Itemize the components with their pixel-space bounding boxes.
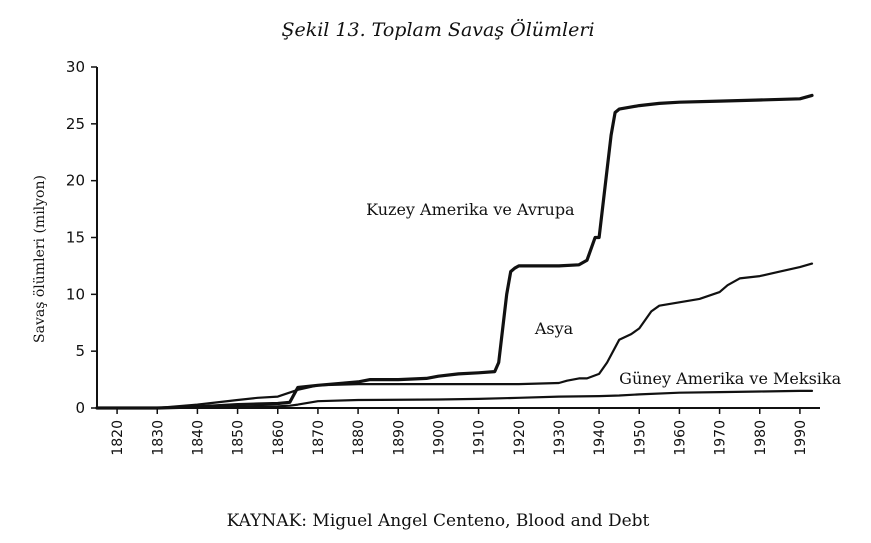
x-tick-label: 1850	[231, 420, 247, 456]
y-tick-label: 10	[66, 285, 85, 303]
series-line-3	[95, 389, 814, 410]
x-tick-label: 1970	[713, 420, 729, 456]
x-tick-label: 1870	[311, 420, 327, 456]
x-tick-label: 1840	[190, 420, 206, 456]
series-annotation: Güney Amerika ve Meksika	[619, 369, 841, 388]
series-annotation: Asya	[534, 319, 574, 338]
y-tick-label: 20	[66, 172, 85, 190]
axis-lines	[96, 67, 820, 409]
x-tick-label: 1820	[110, 420, 126, 456]
x-tick-label: 1900	[431, 420, 447, 456]
y-tick-label: 30	[66, 58, 85, 76]
series-line-1	[95, 93, 814, 410]
x-tick-label: 1830	[150, 420, 166, 456]
series-annotations: Kuzey Amerika ve Avrupa Asya Güney Amerika…	[366, 200, 841, 388]
x-tick-label: 1980	[753, 420, 769, 456]
source-note: KAYNAK: Miguel Angel Centeno, Blood and …	[227, 511, 650, 531]
series-line-2	[95, 262, 814, 410]
y-tick-label: 15	[66, 229, 85, 247]
x-tick-label: 1920	[512, 420, 528, 456]
y-axis-ticks: 0 5 10 15 20 25 30	[66, 58, 97, 417]
x-axis-ticks: 1820 1830 1840 1850 1860 1870 1880 1890 1900 1910…	[110, 408, 809, 456]
y-tick-label: 25	[66, 115, 85, 133]
x-tick-label: 1930	[552, 420, 568, 456]
x-tick-label: 1940	[592, 420, 608, 456]
y-axis-label: Savaş ölümleri (milyon)	[32, 175, 48, 343]
x-tick-label: 1860	[271, 420, 287, 456]
x-tick-label: 1910	[472, 420, 488, 456]
series-lines	[95, 93, 814, 410]
y-tick-label: 5	[75, 342, 85, 360]
x-tick-label: 1960	[672, 420, 688, 456]
series-annotation: Kuzey Amerika ve Avrupa	[366, 200, 575, 219]
x-tick-label: 1890	[391, 420, 407, 456]
x-tick-label: 1950	[632, 420, 648, 456]
chart-title: Şekil 13. Toplam Savaş Ölümleri	[281, 18, 594, 41]
x-tick-label: 1990	[793, 420, 809, 456]
y-tick-label: 0	[75, 399, 85, 417]
x-tick-label: 1880	[351, 420, 367, 456]
